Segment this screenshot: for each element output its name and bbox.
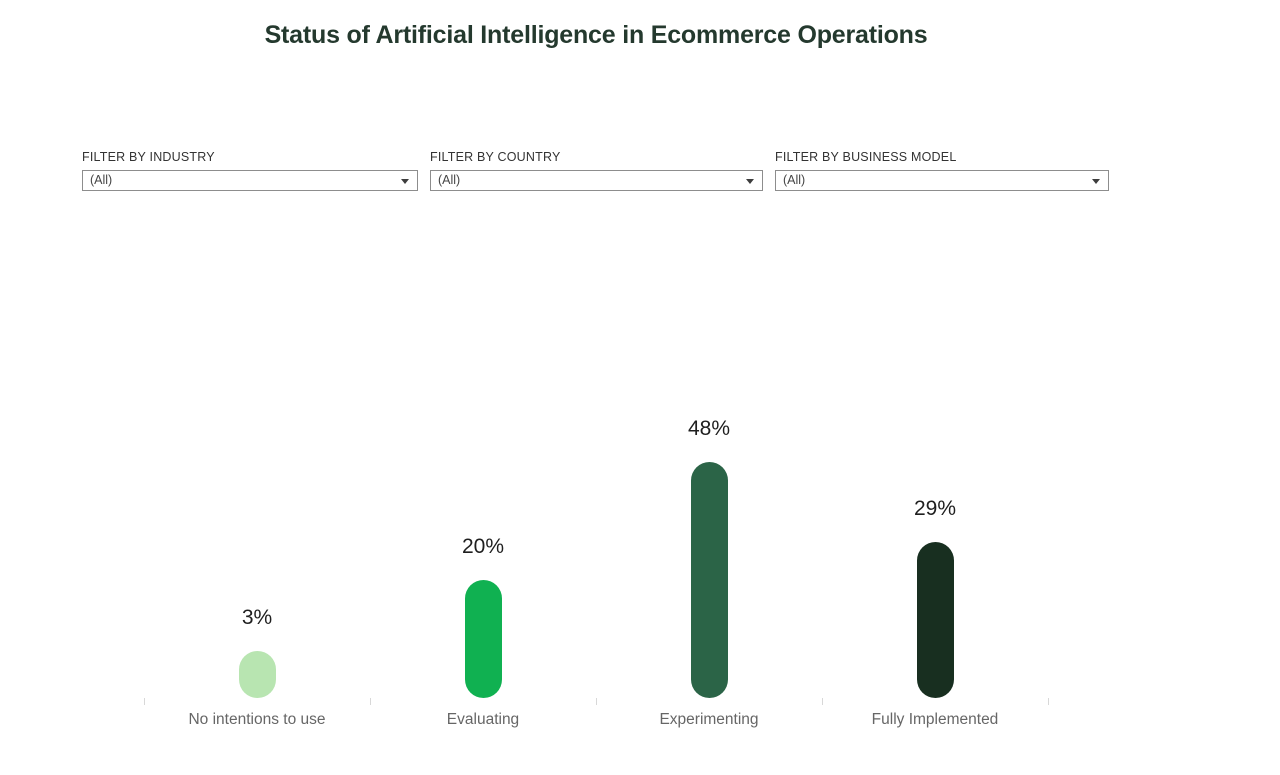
x-axis-tick <box>822 698 823 705</box>
filter-industry-label: FILTER BY INDUSTRY <box>82 150 215 164</box>
x-axis-tick <box>370 698 371 705</box>
bar-value-label: 48% <box>687 417 731 440</box>
filter-business-model: FILTER BY BUSINESS MODEL (All) <box>775 150 1109 191</box>
filter-country-dropdown[interactable]: (All) <box>430 170 763 191</box>
filter-country-value: (All) <box>438 173 461 187</box>
x-axis-tick <box>596 698 597 705</box>
bar[interactable] <box>464 580 502 698</box>
bar[interactable] <box>916 542 954 698</box>
bar-value-label: 20% <box>461 535 505 558</box>
chart-title: Status of Artificial Intelligence in Eco… <box>264 21 928 49</box>
filter-industry-value: (All) <box>90 173 113 187</box>
caret-down-icon <box>746 179 754 184</box>
bar-value-label: 3% <box>241 606 273 629</box>
filter-business-model-dropdown[interactable]: (All) <box>775 170 1109 191</box>
category-label: Evaluating <box>446 711 520 728</box>
filter-business-model-label: FILTER BY BUSINESS MODEL <box>775 150 957 164</box>
x-axis-tick <box>1048 698 1049 705</box>
caret-down-icon <box>401 179 409 184</box>
category-label: Fully Implemented <box>871 711 999 728</box>
caret-down-icon <box>1092 179 1100 184</box>
filter-country-label: FILTER BY COUNTRY <box>430 150 561 164</box>
bar-value-label: 29% <box>913 497 957 520</box>
filter-business-model-value: (All) <box>783 173 806 187</box>
filter-industry-dropdown[interactable]: (All) <box>82 170 418 191</box>
filter-industry: FILTER BY INDUSTRY (All) <box>82 150 418 191</box>
bar[interactable] <box>238 651 276 698</box>
category-label: No intentions to use <box>188 711 326 728</box>
x-axis-tick <box>144 698 145 705</box>
bar[interactable] <box>690 462 728 698</box>
category-label: Experimenting <box>659 711 759 728</box>
filter-country: FILTER BY COUNTRY (All) <box>430 150 763 191</box>
